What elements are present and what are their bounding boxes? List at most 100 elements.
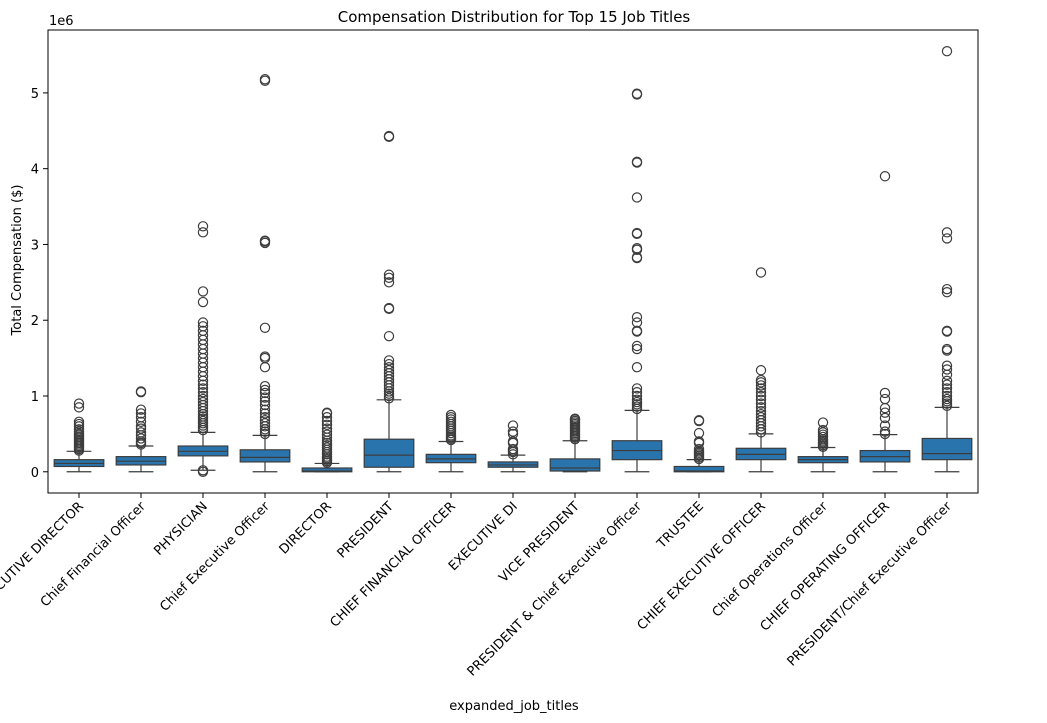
- outlier-point: [941, 283, 953, 295]
- outlier-point: [135, 416, 147, 427]
- outlier-point: [383, 358, 395, 370]
- x-tick-label: Chief Executive Officer: [157, 499, 273, 615]
- outlier-point: [755, 405, 767, 417]
- outlier-point: [631, 343, 643, 355]
- box-group: [487, 420, 539, 473]
- outlier-point: [383, 330, 395, 342]
- box-group: [611, 88, 663, 473]
- outlier-point: [259, 399, 271, 411]
- outlier-point: [197, 221, 209, 232]
- outlier-point: [321, 407, 333, 418]
- outlier-point: [383, 362, 395, 373]
- box-group: [301, 407, 353, 473]
- outlier-point: [135, 433, 147, 444]
- x-tick-label: Chief Operations Officer: [710, 499, 832, 621]
- plot-area: [53, 46, 973, 477]
- outlier-point: [259, 392, 271, 403]
- outlier-point: [259, 380, 271, 392]
- outlier-point: [259, 351, 271, 362]
- x-tick-label: PHYSICIAN: [151, 499, 211, 559]
- x-tick-label: CHIEF OPERATING OFFICER: [758, 499, 893, 634]
- box-group: [735, 267, 787, 473]
- outlier-point: [941, 233, 953, 244]
- outlier-point: [693, 427, 705, 439]
- outlier-point: [259, 404, 271, 415]
- outlier-point: [879, 387, 891, 399]
- outlier-point: [879, 412, 891, 424]
- outlier-point: [941, 360, 953, 371]
- outlier-point: [383, 302, 395, 314]
- outlier-point: [879, 393, 891, 405]
- outlier-point: [259, 396, 271, 407]
- box-group: [53, 398, 105, 473]
- y-tick-label: 5: [31, 87, 39, 102]
- outlier-point: [73, 416, 85, 427]
- outlier-point: [259, 362, 271, 373]
- outlier-point: [941, 383, 953, 394]
- outlier-point: [631, 394, 643, 405]
- outlier-point: [507, 420, 519, 431]
- outlier-point: [445, 409, 457, 421]
- outlier-point: [507, 436, 519, 447]
- x-tick-label: DIRECTOR: [277, 499, 335, 557]
- outlier-point: [321, 415, 333, 427]
- outlier-point: [879, 420, 891, 431]
- outlier-point: [135, 386, 147, 397]
- outlier-point: [197, 387, 209, 398]
- outlier-point: [383, 365, 395, 376]
- outlier-point: [259, 418, 271, 429]
- outlier-point: [941, 375, 953, 387]
- outlier-point: [941, 387, 953, 398]
- box-group: [797, 417, 849, 473]
- outlier-point: [507, 443, 519, 455]
- box-group: [239, 74, 291, 473]
- outlier-point: [755, 383, 767, 394]
- outlier-point: [879, 171, 891, 182]
- outlier-point: [259, 387, 271, 399]
- outlier-point: [259, 384, 271, 396]
- outlier-point: [507, 426, 519, 437]
- y-offset-label: 1e6: [49, 14, 74, 29]
- outlier-point: [755, 402, 767, 413]
- outlier-point: [135, 404, 147, 415]
- outlier-point: [631, 156, 643, 168]
- outlier-point: [941, 390, 953, 402]
- outlier-point: [197, 227, 209, 238]
- outlier-point: [197, 325, 209, 337]
- outlier-point: [941, 227, 953, 238]
- box-group: [673, 415, 725, 473]
- outlier-point: [259, 322, 271, 334]
- outlier-point: [197, 379, 209, 390]
- outlier-point: [941, 343, 953, 355]
- outlier-point: [197, 390, 209, 402]
- y-axis: 0 1 2 3 4 5: [31, 87, 48, 481]
- outlier-point: [197, 321, 209, 332]
- plot-frame: [47, 29, 979, 494]
- x-axis-label: expanded_job_titles: [449, 699, 579, 714]
- outlier-point: [197, 465, 209, 476]
- outlier-point: [755, 408, 767, 420]
- outlier-point: [197, 286, 209, 297]
- x-tick-label: PRESIDENT: [335, 499, 397, 561]
- outlier-point: [755, 398, 767, 409]
- outlier-point: [693, 443, 705, 455]
- outlier-point: [631, 88, 643, 99]
- outlier-point: [631, 390, 643, 402]
- outlier-point: [73, 398, 85, 409]
- outlier-point: [941, 379, 953, 390]
- outlier-point: [755, 267, 767, 278]
- box: [921, 437, 973, 461]
- outlier-point: [941, 46, 953, 57]
- outlier-point: [197, 383, 209, 394]
- chart-title: Compensation Distribution for Top 15 Job…: [338, 8, 691, 26]
- outlier-point: [259, 74, 271, 85]
- x-tick-label: CHIEF FINANCIAL OFFICER: [328, 499, 459, 630]
- outlier-point: [693, 415, 705, 426]
- outlier-point: [631, 325, 643, 337]
- outlier-point: [383, 269, 395, 280]
- outlier-point: [631, 383, 643, 394]
- outlier-point: [817, 417, 829, 428]
- box: [301, 467, 353, 473]
- outlier-point: [755, 390, 767, 402]
- outlier-point: [259, 415, 271, 426]
